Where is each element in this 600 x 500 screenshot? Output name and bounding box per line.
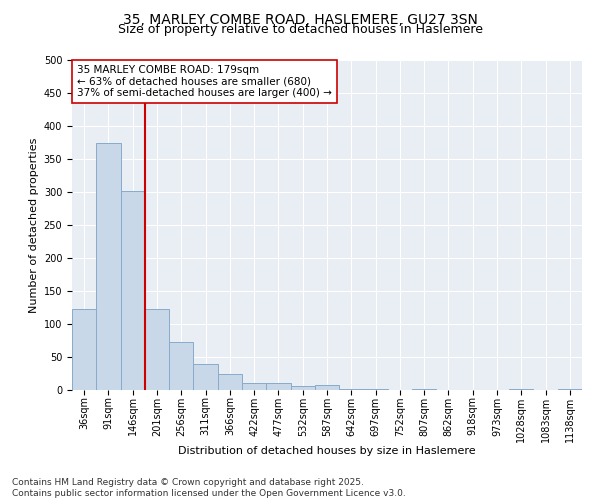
Bar [290,386,315,390]
X-axis label: Distribution of detached houses by size in Haslemere: Distribution of detached houses by size … [178,446,476,456]
Bar [121,190,145,390]
Bar [193,364,218,390]
Bar [242,384,266,390]
Bar [558,388,582,390]
Text: Contains HM Land Registry data © Crown copyright and database right 2025.
Contai: Contains HM Land Registry data © Crown c… [12,478,406,498]
Bar [169,342,193,390]
Y-axis label: Number of detached properties: Number of detached properties [29,138,40,312]
Text: 35, MARLEY COMBE ROAD, HASLEMERE, GU27 3SN: 35, MARLEY COMBE ROAD, HASLEMERE, GU27 3… [122,12,478,26]
Bar [218,374,242,390]
Bar [266,384,290,390]
Bar [96,142,121,390]
Bar [315,386,339,390]
Bar [72,310,96,390]
Bar [145,309,169,390]
Text: Size of property relative to detached houses in Haslemere: Size of property relative to detached ho… [118,22,482,36]
Text: 35 MARLEY COMBE ROAD: 179sqm
← 63% of detached houses are smaller (680)
37% of s: 35 MARLEY COMBE ROAD: 179sqm ← 63% of de… [77,65,332,98]
